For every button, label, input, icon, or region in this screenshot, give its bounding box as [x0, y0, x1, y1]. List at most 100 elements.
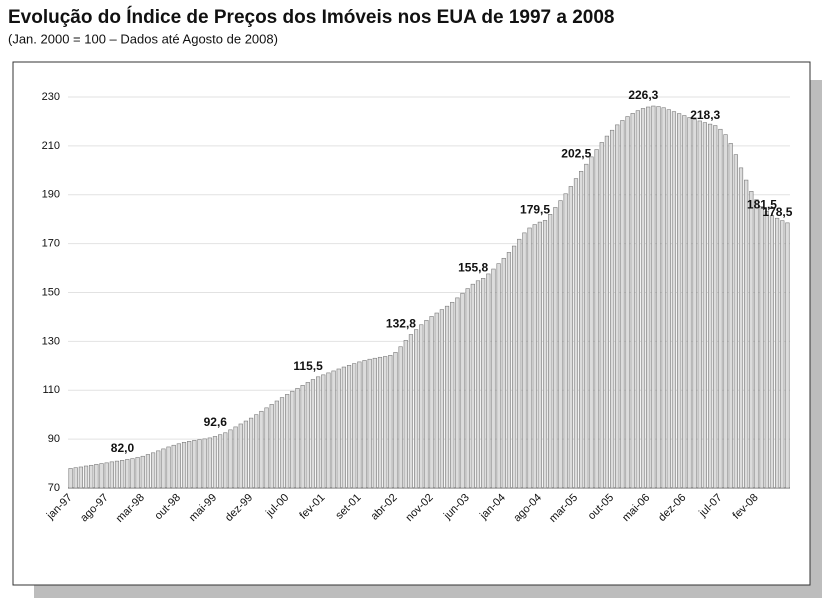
bar — [166, 446, 171, 489]
bar — [579, 170, 584, 489]
bar — [460, 292, 465, 489]
bar — [723, 134, 728, 489]
bar — [589, 156, 594, 489]
y-tick-label: 170 — [42, 238, 60, 250]
bar — [707, 123, 713, 489]
bar — [125, 459, 130, 489]
bar — [135, 457, 140, 489]
bar — [548, 214, 553, 489]
y-tick-label: 150 — [42, 286, 60, 298]
bar — [207, 437, 212, 489]
bar — [120, 460, 125, 489]
value-label: 178,5 — [762, 205, 792, 219]
bar — [274, 400, 279, 489]
bar — [321, 374, 326, 489]
bar — [661, 107, 666, 489]
bar — [697, 120, 702, 489]
bar — [357, 361, 362, 489]
value-label: 92,6 — [204, 415, 228, 429]
bar — [651, 105, 656, 489]
y-tick-label: 70 — [48, 482, 60, 494]
bar — [176, 443, 181, 489]
bar — [181, 442, 187, 489]
bar — [491, 268, 496, 489]
bar — [620, 120, 625, 489]
bar — [408, 334, 414, 489]
bar — [537, 221, 542, 489]
bar — [465, 288, 470, 489]
bar — [677, 113, 682, 489]
bar — [646, 106, 651, 489]
bar — [450, 301, 455, 489]
bar — [269, 404, 274, 489]
bar — [599, 142, 604, 489]
value-label: 132,8 — [386, 317, 416, 331]
bar — [89, 464, 94, 489]
bar — [99, 463, 104, 489]
bar — [609, 129, 615, 489]
bar — [326, 372, 331, 489]
bar — [444, 305, 450, 489]
bar — [150, 452, 156, 489]
bar — [470, 283, 475, 489]
bar — [352, 363, 357, 489]
bar — [511, 245, 517, 489]
bar — [341, 366, 347, 489]
bar — [594, 149, 599, 489]
bar — [377, 356, 383, 489]
bar — [414, 329, 419, 489]
bar — [738, 167, 744, 489]
bar — [104, 462, 109, 489]
chart-title: Evolução do Índice de Preços dos Imóveis… — [8, 6, 614, 28]
bar — [362, 360, 367, 489]
bar — [161, 448, 166, 489]
bar — [733, 154, 738, 489]
bar — [522, 232, 527, 489]
bar — [94, 463, 99, 489]
bar — [687, 117, 692, 489]
bar — [692, 118, 697, 489]
bar — [73, 467, 78, 489]
bar — [264, 407, 269, 489]
value-label: 82,0 — [111, 441, 135, 455]
bar — [78, 466, 83, 489]
bar — [248, 417, 254, 489]
bar — [625, 116, 630, 489]
bar — [233, 426, 238, 489]
bar — [212, 436, 218, 489]
bar — [171, 444, 176, 489]
bar — [785, 222, 790, 489]
bar — [759, 206, 764, 489]
bar — [367, 358, 372, 489]
bar — [383, 356, 388, 489]
bar — [754, 199, 759, 489]
bar — [145, 454, 151, 489]
bar — [187, 441, 192, 489]
bar — [666, 109, 671, 489]
bar — [372, 357, 377, 489]
value-label: 226,3 — [628, 88, 658, 102]
bar — [439, 309, 444, 489]
y-tick-label: 90 — [48, 433, 60, 445]
bar — [749, 191, 754, 489]
bar — [728, 143, 733, 489]
bar — [259, 410, 264, 489]
bar — [68, 468, 73, 489]
bar — [279, 397, 285, 489]
bar — [393, 352, 398, 489]
bar — [192, 440, 197, 489]
bar — [568, 186, 573, 489]
bar — [532, 224, 537, 489]
bar — [424, 320, 429, 489]
bar — [83, 465, 89, 489]
bar — [527, 227, 532, 489]
bar — [316, 376, 321, 489]
bar — [769, 215, 775, 489]
y-tick-label: 210 — [42, 140, 60, 152]
bar — [429, 316, 434, 489]
bar — [336, 368, 341, 489]
bar — [434, 312, 439, 489]
bar — [671, 111, 677, 489]
